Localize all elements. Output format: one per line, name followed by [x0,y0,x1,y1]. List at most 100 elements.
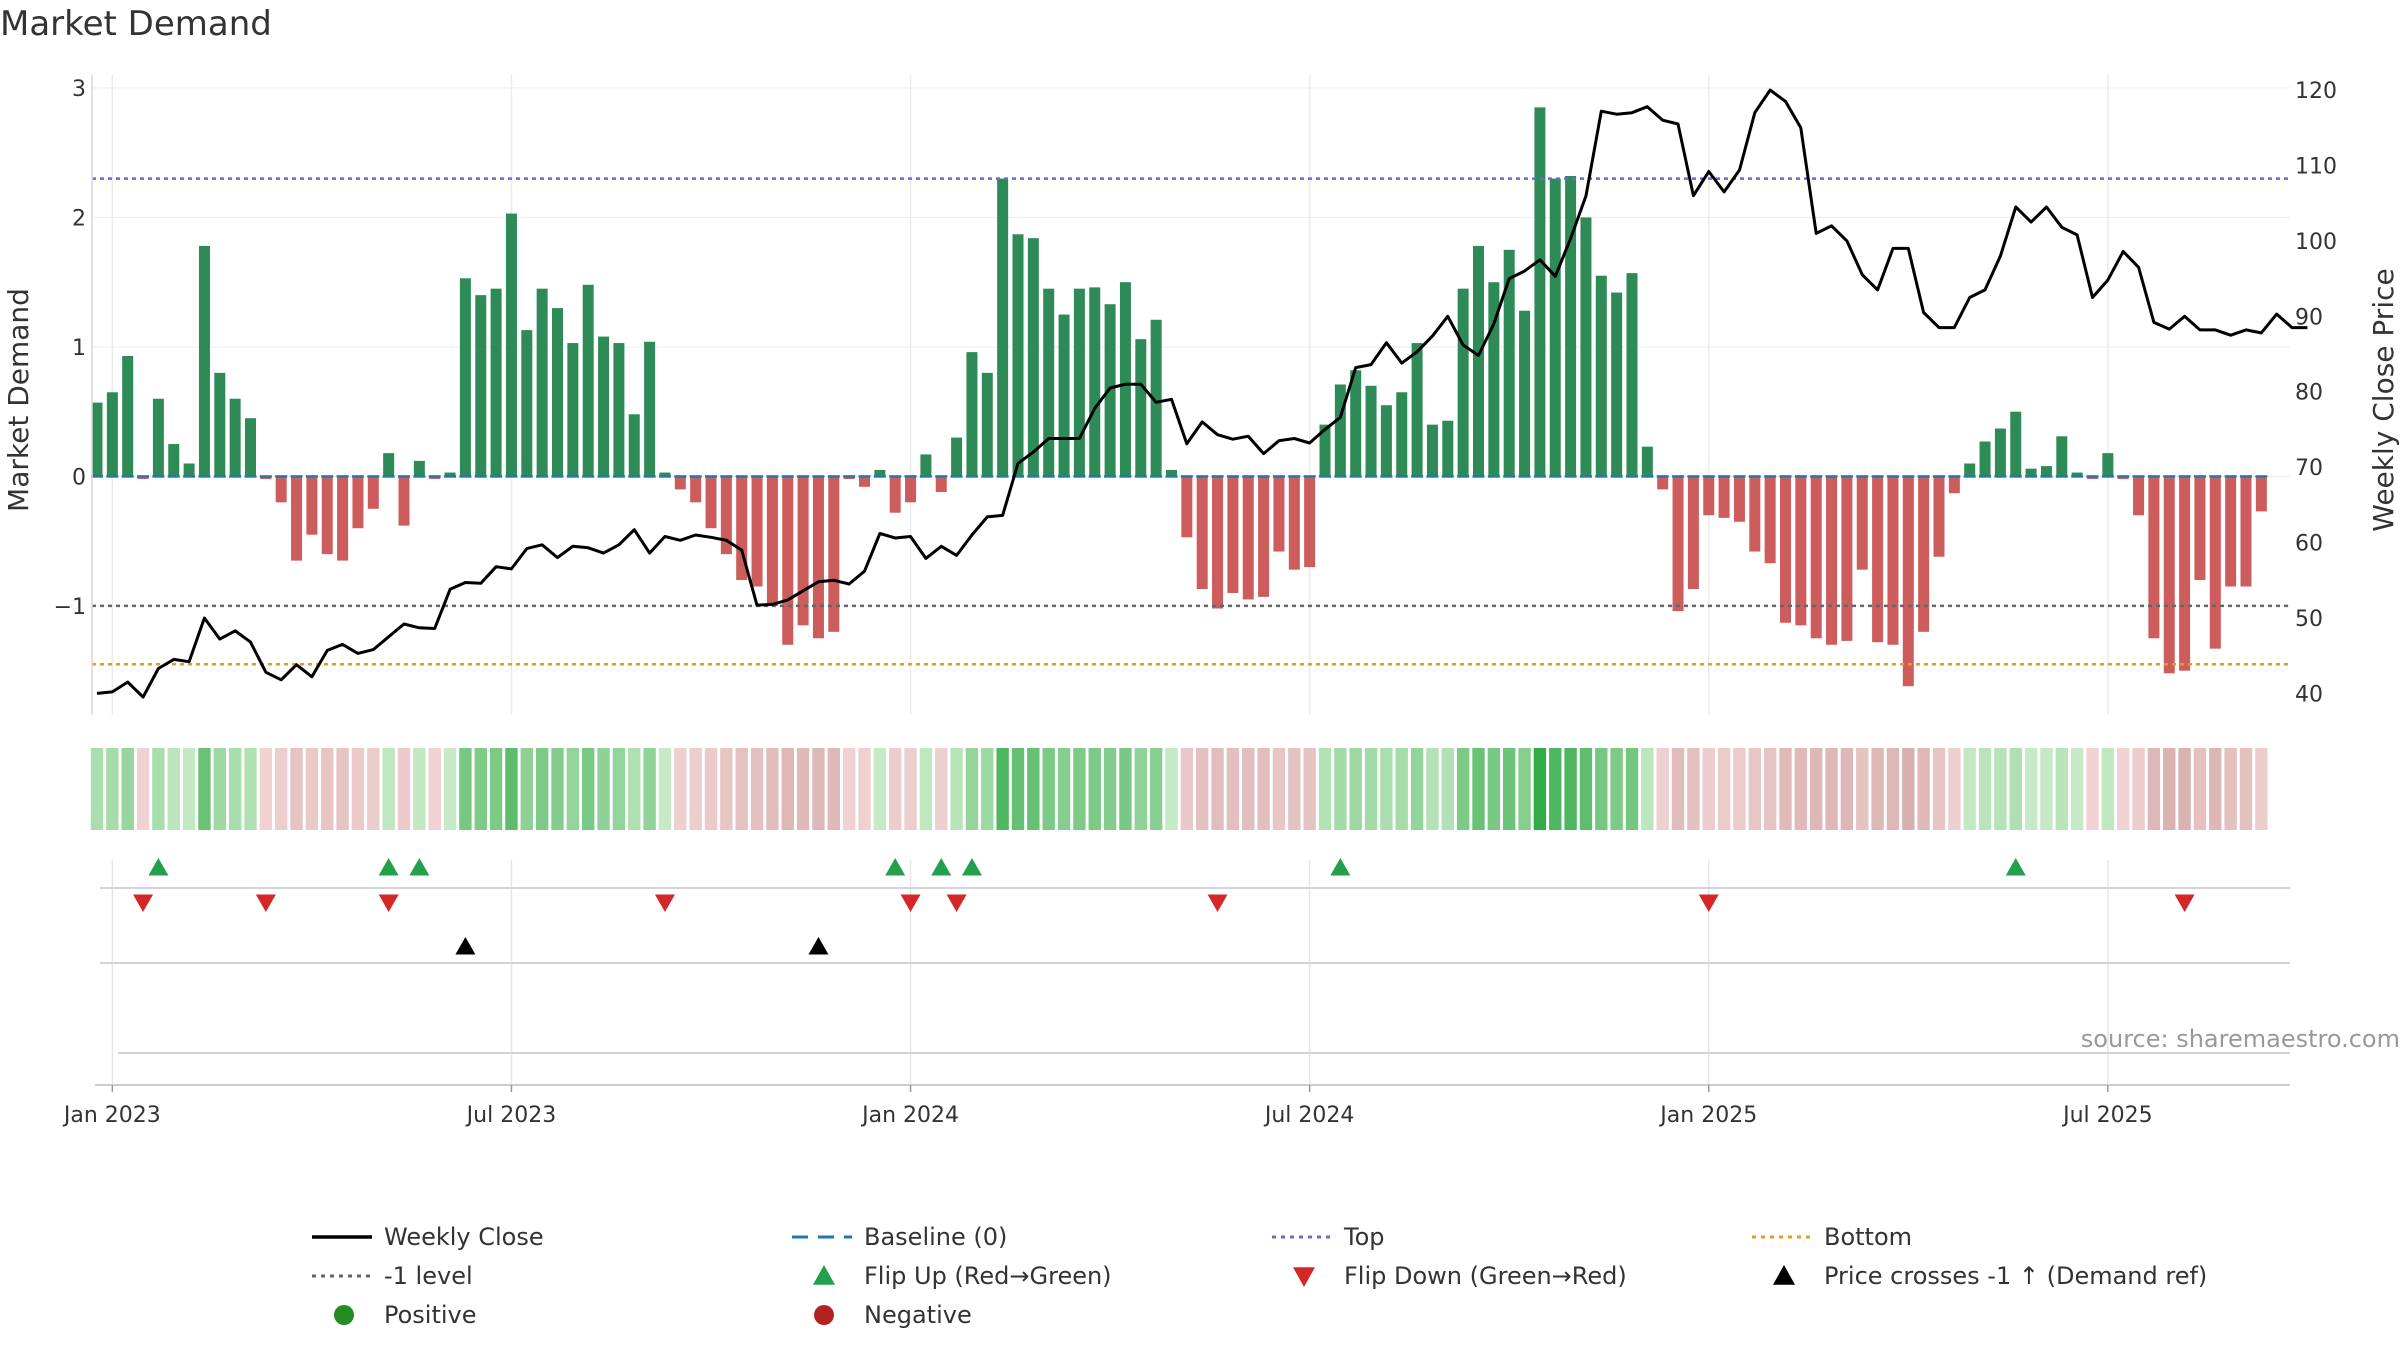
demand-bar [413,460,425,477]
right-tick-label: 80 [2295,381,2323,406]
heat-cell [1533,748,1547,830]
heat-cell [1810,748,1823,830]
legend-swatch-tri-up [1773,1265,1795,1285]
demand-bar [352,476,364,529]
heat-cell [2101,748,2115,830]
legend-label: Flip Down (Green→Red) [1344,1262,1627,1290]
demand-bars [91,107,2267,687]
demand-bar [1994,428,2006,477]
heat-cell [443,748,457,830]
demand-bar [1258,476,1270,597]
heat-cell [1364,748,1378,830]
heat-cell [1349,748,1362,830]
right-tick-label: 110 [2295,154,2337,179]
demand-bar [367,476,379,509]
demand-bar [766,476,778,606]
heat-cell [505,748,518,830]
heat-cell [1656,748,1669,830]
demand-bar [398,476,410,526]
heat-cell [106,748,119,830]
right-tick-label: 90 [2295,305,2323,330]
demand-bar [1089,287,1101,477]
left-tick-label: 2 [72,206,86,231]
heat-cell [305,748,319,830]
demand-bar [1365,385,1377,477]
demand-bar [582,284,594,477]
demand-bar [1012,234,1024,477]
heat-cell [1963,748,1976,830]
demand-bar [705,476,717,529]
x-tick-label: Jan 2024 [860,1103,959,1128]
heat-cell [735,748,748,830]
heat-cell [428,748,441,830]
heat-cell [1518,748,1531,830]
demand-bar [1380,405,1392,477]
demand-bar [106,392,118,477]
heat-cell [1610,748,1623,830]
heat-cell [1103,748,1117,830]
heat-cell [1242,748,1255,830]
demand-bar [1457,288,1469,477]
heat-cell [2117,748,2130,830]
heat-cell [1257,748,1270,830]
demand-bar [1687,476,1699,590]
heat-cell [2040,748,2053,830]
heat-cell [1994,748,2007,830]
heat-cell [1057,748,1071,830]
demand-bar [1933,476,1945,557]
demand-bar [1166,469,1177,477]
demand-bar [981,372,993,477]
heat-cell [950,748,963,830]
signal-markers [133,858,2195,955]
heat-cell [2178,748,2191,830]
heat-cell [2163,748,2176,830]
demand-bar [183,463,195,477]
heat-cell [1671,748,1685,830]
demand-bar [935,476,947,492]
heat-cell [858,748,871,830]
demand-bar [1334,384,1346,477]
heat-cell [812,748,825,830]
demand-bar [521,330,533,477]
heat-cell [121,748,134,830]
demand-bar [1733,476,1745,522]
heat-cell [136,748,150,830]
heat-cell [351,748,365,830]
flip-down-marker [1207,894,1228,912]
demand-bar [1979,441,1991,477]
demand-bar [321,476,333,555]
demand-bar [1503,249,1515,477]
heat-cell [996,748,1009,830]
legend-label: Flip Up (Red→Green) [864,1262,1112,1290]
heat-cell [474,748,487,830]
heat-cell [1595,748,1608,830]
demand-bar [1856,476,1868,570]
heat-cell [935,748,948,830]
heat-cell [167,748,180,830]
heat-cell [321,748,334,830]
source-label: source: sharemaestro.com [2081,1025,2400,1053]
heat-cell [397,748,411,830]
demand-bar [1350,370,1362,477]
demand-bar [1595,275,1607,477]
demand-bar [1641,446,1653,477]
legend-swatch-dot [814,1305,834,1325]
demand-bar [1273,476,1285,552]
heat-cell [1334,748,1347,830]
heat-cell [1932,748,1946,830]
x-tick-label: Jul 2024 [1263,1103,1355,1128]
demand-bar [2087,476,2098,480]
flip-up-marker [885,858,906,876]
heat-cell [1917,748,1930,830]
demand-bar [1795,476,1807,626]
demand-bar [122,356,134,477]
heat-cell [1886,748,1900,830]
demand-bar [306,476,318,535]
heat-cell [1196,748,1209,830]
demand-bar [720,476,732,555]
heat-cell [1011,748,1025,830]
heat-cell [1410,748,1424,830]
demand-bar [2040,466,2052,477]
heat-cell [1395,748,1408,830]
heat-cell [643,748,656,830]
